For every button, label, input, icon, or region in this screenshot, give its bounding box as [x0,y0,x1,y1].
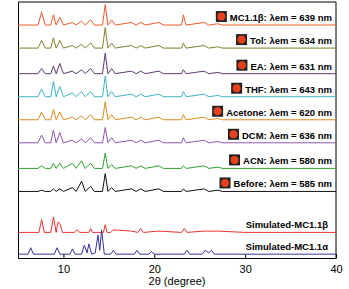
pattern-line [18,174,336,192]
sample-icon-dot [238,61,246,69]
x-tick: 20 [149,254,161,275]
series-label: Simulated-MC1.1β [246,219,329,230]
sample-icon [236,34,247,45]
pattern-line [18,127,336,142]
x-tick: 30 [240,254,252,275]
x-tick: 40 [330,254,342,275]
series-label: Tol: λem = 634 nm [250,35,332,46]
series-label: DCM: λem = 636 nm [242,130,332,141]
series-label: MC1.1β: λem = 639 nm [230,12,332,23]
pattern-line [18,153,336,168]
series-label: EA: λem = 631 nm [250,61,332,72]
sample-icon [212,106,223,117]
x-axis: 10 20 30 40 [19,254,343,275]
x-tick-label: 10 [58,263,70,275]
series-label: Acetone: λem = 620 nm [226,107,332,118]
y-axis-line [18,3,19,259]
sample-icon-dot [221,179,229,187]
pattern-line [18,217,336,232]
labels: MC1.1β: λem = 639 nm Tol: λem = 634 nm EA:… [212,11,332,252]
pattern-line [18,76,336,96]
frame-top [18,2,336,3]
x-tick-label: 30 [240,263,252,275]
pattern-line [18,53,336,73]
sample-icon [216,11,227,22]
chart: 10 20 30 40 MC1.1β: λem = 639 nm Tol: λem = 6… [0,0,349,289]
series-label: Before: λem = 585 nm [234,178,332,189]
sample-icon [228,129,239,140]
x-tick-mark [336,254,337,258]
plot: 10 20 30 40 MC1.1β: λem = 639 nm Tol: λem = 6… [18,2,343,275]
x-tick-label: 20 [149,263,161,275]
sample-icon-dot [231,156,239,164]
sample-icon [231,83,242,94]
lines [18,5,336,255]
sample-icon-dot [217,13,225,21]
sample-icon [220,177,231,188]
x-tick: 10 [58,254,70,275]
sample-icon [236,60,247,71]
sample-icon-dot [238,36,246,44]
pattern-line [18,28,336,48]
sample-icon [229,154,240,165]
x-axis-line [19,258,337,259]
sample-icon-dot [229,130,237,138]
series-label: ACN: λem = 580 nm [243,155,332,166]
pattern-line [18,102,336,120]
frame-right [336,2,337,258]
series-label: Simulated-MC1.1α [246,241,329,252]
pattern-line [18,230,336,254]
x-tick-label: 40 [330,263,342,275]
y-axis [18,3,19,259]
pattern-line [18,5,336,25]
x-axis-title: 2θ (degree) [149,275,206,287]
series-label: THF: λem = 643 nm [245,84,332,95]
sample-icon-dot [233,84,241,92]
sample-icon-dot [214,107,222,115]
